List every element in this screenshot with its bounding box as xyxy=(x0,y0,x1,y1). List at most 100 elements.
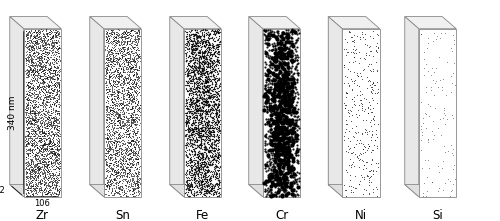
Point xyxy=(24,33,32,37)
Point xyxy=(104,168,112,172)
Point xyxy=(198,82,205,85)
Point xyxy=(45,170,53,173)
Point xyxy=(28,157,36,160)
Point xyxy=(210,77,218,80)
Point xyxy=(23,97,31,100)
Point xyxy=(199,128,207,132)
Point xyxy=(120,145,128,149)
Point xyxy=(212,90,220,94)
Point xyxy=(111,139,119,142)
Point xyxy=(46,167,54,170)
Point xyxy=(192,180,200,183)
Point xyxy=(288,117,296,120)
Point xyxy=(205,121,213,124)
Point xyxy=(201,77,209,81)
Point xyxy=(188,100,196,104)
Point xyxy=(204,69,212,73)
Point xyxy=(30,111,38,115)
Point xyxy=(202,99,210,102)
Point xyxy=(194,85,202,89)
Point xyxy=(50,107,58,111)
Point xyxy=(104,83,112,86)
Point xyxy=(280,108,287,111)
Point xyxy=(196,60,204,64)
Point xyxy=(285,50,293,53)
Point xyxy=(279,95,287,99)
Point xyxy=(118,85,126,89)
Point xyxy=(204,110,212,114)
Point xyxy=(184,70,192,74)
Point xyxy=(187,160,195,164)
Point xyxy=(44,170,52,173)
Point xyxy=(369,88,377,92)
Point xyxy=(109,59,117,62)
Point xyxy=(208,129,216,133)
Point xyxy=(260,84,268,87)
Point xyxy=(52,34,60,38)
Point xyxy=(350,52,358,55)
Point xyxy=(190,163,198,167)
Point xyxy=(202,107,210,110)
Point xyxy=(269,44,277,48)
Point xyxy=(34,85,42,89)
Point xyxy=(366,83,374,86)
Point xyxy=(205,146,213,149)
Point xyxy=(118,188,126,192)
Point xyxy=(128,96,136,100)
Point xyxy=(23,122,31,125)
Point xyxy=(202,159,210,162)
Point xyxy=(36,44,44,48)
Point xyxy=(184,84,192,88)
Point xyxy=(129,98,137,101)
Point xyxy=(131,43,139,46)
Point xyxy=(276,148,284,152)
Point xyxy=(118,42,126,45)
Point xyxy=(47,113,55,117)
Point xyxy=(135,105,143,109)
Point xyxy=(48,179,56,182)
Point xyxy=(45,32,53,35)
Point xyxy=(134,91,142,95)
Point xyxy=(112,191,120,194)
Point xyxy=(40,39,48,43)
Point xyxy=(128,92,136,95)
Point xyxy=(214,118,222,122)
Point xyxy=(38,86,46,89)
Point xyxy=(113,164,121,168)
Point xyxy=(126,158,134,162)
Point xyxy=(128,97,136,101)
Point xyxy=(122,57,130,61)
Point xyxy=(124,65,132,68)
Point xyxy=(214,59,222,62)
Point xyxy=(114,191,122,195)
Point xyxy=(52,66,60,69)
Point xyxy=(43,183,51,187)
Point xyxy=(185,78,193,81)
Point xyxy=(280,125,288,129)
Point xyxy=(114,101,122,105)
Point xyxy=(216,63,224,67)
Point xyxy=(38,146,46,150)
Point xyxy=(22,36,30,40)
Point xyxy=(198,128,206,131)
Point xyxy=(214,55,222,59)
Point xyxy=(108,189,116,192)
Point xyxy=(40,141,48,145)
Point xyxy=(117,188,125,191)
Point xyxy=(118,65,126,68)
Point xyxy=(121,74,129,77)
Point xyxy=(39,148,47,151)
Point xyxy=(104,51,112,55)
Point xyxy=(110,98,118,101)
Point xyxy=(342,54,349,57)
Point xyxy=(22,63,30,67)
Point xyxy=(24,133,32,137)
Point xyxy=(271,58,279,62)
Point xyxy=(130,80,138,83)
Point xyxy=(46,97,54,100)
Point xyxy=(265,141,273,145)
Point xyxy=(198,183,206,186)
Point xyxy=(351,78,359,81)
Point xyxy=(288,135,296,139)
Point xyxy=(106,164,114,167)
